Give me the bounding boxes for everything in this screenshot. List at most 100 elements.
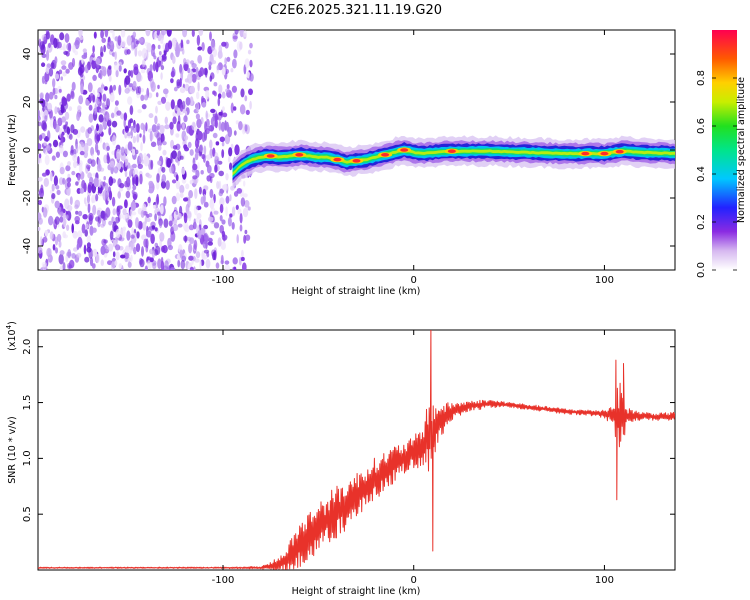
heatmap-noise-cell: [216, 65, 220, 71]
heatmap-noise-cell: [242, 262, 247, 270]
heatmap-noise-cell: [62, 218, 67, 226]
heatmap-noise-cell: [50, 171, 53, 182]
heatmap-noise-cell: [211, 60, 217, 65]
heatmap-noise-cell: [194, 258, 200, 263]
heatmap-noise-cell: [197, 230, 202, 240]
heatmap-noise-cell: [225, 88, 230, 93]
heatmap-noise-cell: [208, 61, 212, 67]
heatmap-noise-cell: [182, 108, 186, 114]
heatmap-noise-cell: [92, 204, 97, 216]
heatmap-noise-cell: [124, 170, 128, 178]
heatmap-peak: [581, 151, 590, 156]
heatmap-noise-cell: [111, 196, 116, 207]
heatmap-noise-cell: [109, 160, 115, 168]
heatmap-noise-cell: [123, 112, 128, 121]
heatmap-noise-cell: [120, 40, 127, 48]
heatmap-noise-cell: [75, 210, 79, 215]
heatmap-noise-cell: [233, 106, 237, 111]
heatmap-noise-cell: [88, 104, 93, 111]
heatmap-noise-cell: [103, 176, 106, 181]
heatmap-noise-cell: [201, 42, 205, 52]
heatmap-noise-cell: [67, 161, 71, 167]
heatmap-noise-cell: [110, 112, 115, 119]
heatmap-noise-cell: [214, 164, 218, 173]
heatmap-noise-cell: [51, 193, 56, 200]
heatmap-noise-cell: [95, 216, 100, 222]
heatmap-noise-cell: [157, 44, 161, 50]
heatmap-noise-cell: [230, 102, 234, 114]
heatmap-noise-cell: [75, 143, 79, 154]
heatmap-noise-cell: [44, 115, 48, 122]
heatmap-noise-cell: [160, 96, 167, 104]
x-tick-label-spectrogram: 100: [595, 275, 614, 286]
heatmap-noise-cell: [71, 253, 76, 259]
heatmap-noise-cell: [110, 261, 116, 270]
heatmap-noise-cell: [189, 85, 195, 94]
heatmap-noise-cell: [220, 121, 226, 132]
heatmap-noise-cell: [67, 173, 71, 178]
heatmap-noise-cell: [60, 211, 64, 217]
heatmap-noise-cell: [247, 49, 252, 55]
heatmap-noise-cell: [88, 113, 94, 123]
heatmap-noise-cell: [213, 210, 219, 215]
heatmap-noise-cell: [149, 130, 153, 142]
heatmap-noise-cell: [69, 196, 73, 206]
heatmap-noise-cell: [93, 31, 97, 39]
heatmap-noise-cell: [196, 91, 200, 100]
heatmap-noise-cell: [226, 121, 229, 132]
heatmap-noise-cell: [234, 30, 239, 35]
heatmap-noise-cell: [197, 54, 203, 64]
heatmap-noise-cell: [214, 118, 218, 129]
heatmap-noise-cell: [154, 213, 158, 222]
heatmap-noise-cell: [127, 219, 133, 228]
heatmap-noise-cell: [119, 213, 123, 219]
heatmap-noise-cell: [239, 104, 246, 115]
heatmap-noise-cell: [74, 199, 81, 208]
heatmap-noise-cell: [115, 251, 120, 261]
heatmap-noise-cell: [140, 142, 143, 152]
heatmap-noise-cell: [240, 256, 245, 262]
heatmap-noise-cell: [237, 208, 242, 215]
heatmap-noise-cell: [81, 223, 86, 234]
heatmap-noise-cell: [137, 50, 143, 57]
heatmap-noise-cell: [198, 186, 202, 195]
heatmap-noise-cell: [168, 220, 173, 227]
heatmap-noise-cell: [195, 143, 199, 149]
heatmap-noise-cell: [59, 32, 65, 41]
heatmap-noise-cell: [213, 222, 220, 229]
heatmap-noise-cell: [66, 181, 71, 188]
heatmap-noise-cell: [120, 254, 126, 259]
heatmap-noise-cell: [221, 254, 224, 265]
heatmap-noise-cell: [201, 102, 207, 108]
heatmap-noise-cell: [148, 113, 154, 119]
heatmap-noise-cell: [180, 39, 184, 49]
heatmap-noise-cell: [123, 68, 127, 74]
heatmap-noise-cell: [38, 153, 42, 159]
heatmap-noise-cell: [196, 118, 202, 129]
heatmap-noise-cell: [189, 266, 194, 270]
heatmap-noise-cell: [171, 150, 177, 160]
heatmap-noise-cell: [96, 149, 100, 156]
heatmap-noise-cell: [59, 166, 65, 175]
heatmap-noise-cell: [79, 141, 85, 152]
heatmap-noise-cell: [45, 31, 51, 40]
heatmap-noise-cell: [108, 220, 113, 226]
heatmap-noise-cell: [100, 245, 106, 255]
heatmap-noise-cell: [208, 216, 214, 222]
colorbar: 0.0 0.2 0.4 0.6 0.8 Normalized spectral ampl…: [696, 30, 747, 278]
heatmap-noise-cell: [39, 41, 45, 51]
heatmap-noise-cell: [224, 264, 230, 270]
heatmap-noise-cell: [75, 181, 79, 186]
heatmap-noise-cell: [39, 236, 43, 247]
heatmap-noise-cell: [62, 150, 68, 158]
heatmap-noise-cell: [170, 70, 175, 78]
heatmap-noise-cell: [242, 207, 249, 218]
heatmap-noise-cell: [119, 182, 125, 189]
heatmap-noise-cell: [68, 106, 73, 111]
heatmap-noise-cell: [124, 126, 129, 132]
heatmap-noise-cell: [198, 30, 204, 36]
heatmap-noise-cell: [206, 154, 211, 160]
heatmap-noise-cell: [84, 229, 88, 237]
heatmap-noise-cell: [189, 237, 195, 245]
heatmap-noise-cell: [112, 251, 116, 258]
